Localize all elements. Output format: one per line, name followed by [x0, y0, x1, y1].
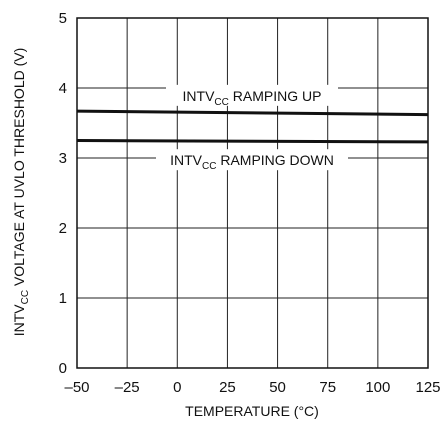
x-tick-label: –50 — [64, 379, 89, 396]
y-tick-label: 1 — [59, 290, 67, 307]
x-tick-label: 0 — [173, 379, 181, 396]
series-label-main: INTV — [170, 152, 203, 168]
x-tick-label: 100 — [365, 379, 390, 396]
series-label-bg — [166, 84, 338, 106]
x-tick-label: 25 — [219, 379, 236, 396]
series-label-main: INTV — [183, 88, 216, 104]
data-series — [76, 109, 429, 144]
x-axis-label: TEMPERATURE (°C) — [185, 403, 319, 419]
y-axis-label-subscript: CC — [20, 290, 31, 304]
grid-lines — [77, 18, 428, 368]
tick-labels: –50 –25 0 25 50 75 100 125 0 1 2 3 4 5 — [59, 10, 441, 396]
series-label-0: INTVCC RAMPING UP — [183, 88, 322, 108]
series-line-0 — [76, 109, 429, 117]
x-tick-label: 125 — [415, 379, 440, 396]
y-tick-label: 5 — [59, 10, 67, 27]
y-axis-label: INTVCC VOLTAGE AT UVLO THRESHOLD (V) — [11, 48, 31, 337]
series-label-rest: RAMPING DOWN — [216, 152, 333, 168]
y-tick-label: 3 — [59, 150, 67, 167]
y-tick-label: 4 — [59, 80, 67, 97]
x-tick-label: –25 — [115, 379, 140, 396]
plot-border — [76, 17, 429, 369]
series-label-subscript: CC — [214, 97, 228, 108]
y-axis-label-main: INTV — [11, 304, 27, 337]
series-line-1 — [76, 139, 429, 144]
series-label-subscript: CC — [202, 161, 216, 172]
series-label-rest: RAMPING UP — [229, 88, 322, 104]
plot-frame — [76, 17, 429, 369]
series-label-1: INTVCC RAMPING DOWN — [170, 152, 334, 172]
y-axis-label-rest: VOLTAGE AT UVLO THRESHOLD (V) — [11, 48, 27, 290]
x-tick-label: 75 — [319, 379, 336, 396]
x-tick-label: 50 — [269, 379, 286, 396]
y-tick-label: 0 — [59, 360, 67, 377]
series-label-bg — [156, 149, 348, 171]
y-tick-label: 2 — [59, 220, 67, 237]
